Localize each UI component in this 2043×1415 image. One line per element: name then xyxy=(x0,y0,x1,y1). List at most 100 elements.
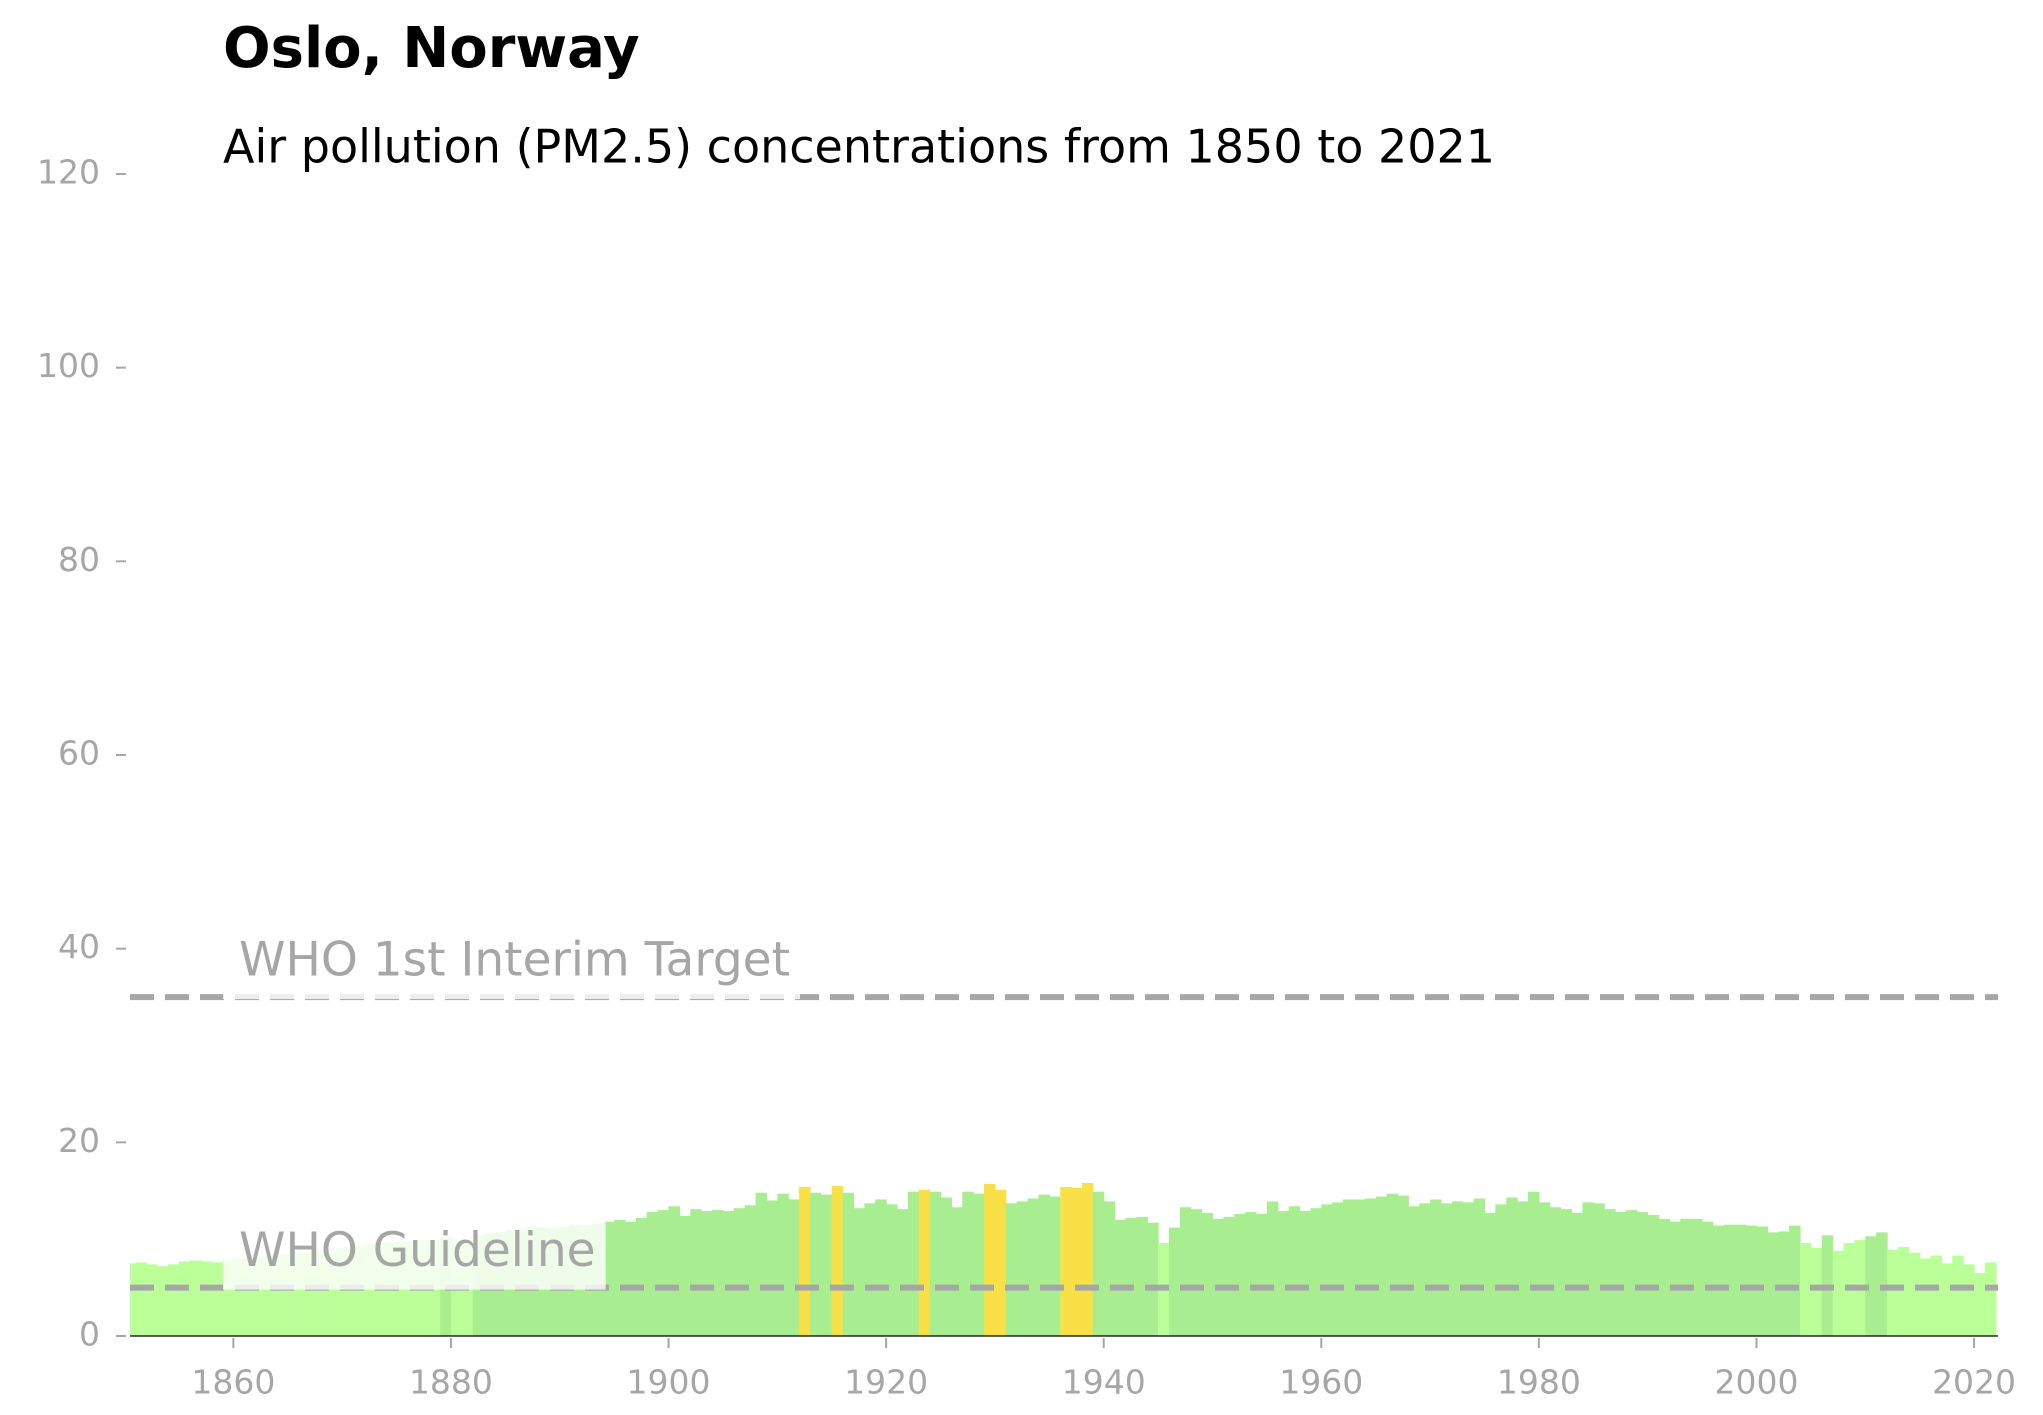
y-tick-label: 20 xyxy=(58,1121,100,1160)
bar xyxy=(255,1256,267,1336)
bar xyxy=(1963,1264,1975,1336)
x-tick-label: 1980 xyxy=(1497,1363,1581,1402)
x-tick-label: 1940 xyxy=(1062,1363,1146,1402)
x-tick-label: 1880 xyxy=(409,1363,493,1402)
bar xyxy=(766,1200,778,1336)
bar xyxy=(1528,1191,1540,1336)
bar xyxy=(984,1183,996,1336)
bar xyxy=(1103,1201,1116,1336)
bar xyxy=(298,1251,311,1336)
bar xyxy=(1125,1217,1137,1336)
bar xyxy=(1408,1206,1420,1336)
bar xyxy=(1723,1224,1736,1336)
bar xyxy=(1451,1201,1464,1336)
y-tick-label: 120 xyxy=(37,153,100,192)
bar xyxy=(994,1189,1007,1336)
bar xyxy=(962,1191,974,1336)
bar xyxy=(244,1258,256,1336)
bar xyxy=(1256,1213,1268,1336)
bar xyxy=(831,1185,844,1336)
bar xyxy=(1343,1199,1355,1336)
bar xyxy=(1081,1183,1094,1336)
bar xyxy=(178,1261,191,1336)
bar xyxy=(1364,1198,1377,1336)
bar xyxy=(1756,1226,1768,1336)
bar xyxy=(135,1262,147,1336)
bar xyxy=(668,1206,681,1336)
bar xyxy=(646,1212,659,1336)
bar xyxy=(1691,1218,1703,1336)
bar xyxy=(1702,1221,1714,1336)
bar xyxy=(788,1199,800,1336)
bar xyxy=(1060,1186,1072,1336)
bar xyxy=(1136,1216,1148,1336)
bar xyxy=(690,1209,702,1336)
bar xyxy=(1484,1213,1496,1336)
annotation-label: WHO 1st Interim Target xyxy=(239,933,790,988)
annotation-box xyxy=(223,1217,606,1290)
bar xyxy=(1593,1203,1605,1336)
y-tick-label: 80 xyxy=(58,540,100,579)
bar xyxy=(1071,1187,1083,1336)
bar xyxy=(1789,1225,1801,1336)
bar xyxy=(712,1210,724,1336)
x-tick-label: 1920 xyxy=(844,1363,928,1402)
x-tick-label: 1900 xyxy=(627,1363,711,1402)
bar xyxy=(200,1261,213,1336)
bar xyxy=(657,1210,670,1336)
x-tick-label: 2020 xyxy=(1932,1363,2016,1402)
bar xyxy=(1745,1225,1758,1336)
bar xyxy=(951,1207,963,1336)
bar xyxy=(1016,1201,1029,1336)
bar xyxy=(1038,1194,1050,1336)
bar xyxy=(1799,1243,1812,1336)
bar xyxy=(897,1209,909,1336)
bar xyxy=(1419,1203,1431,1336)
bar xyxy=(1952,1255,1964,1336)
bar xyxy=(1810,1247,1823,1336)
bar xyxy=(929,1191,942,1336)
bar xyxy=(1941,1263,1953,1336)
bar xyxy=(1005,1203,1018,1336)
bar xyxy=(1430,1199,1442,1336)
bar xyxy=(853,1208,865,1336)
bar xyxy=(614,1219,626,1336)
bar xyxy=(1245,1212,1257,1336)
bar xyxy=(331,1248,343,1336)
bar xyxy=(1201,1213,1214,1336)
bar xyxy=(211,1262,224,1336)
bar xyxy=(1473,1198,1486,1336)
y-tick-label: 40 xyxy=(58,927,100,966)
bar xyxy=(309,1250,321,1336)
bar xyxy=(809,1192,822,1336)
bar xyxy=(1266,1201,1279,1336)
bar xyxy=(1462,1202,1475,1336)
x-tick-label: 1960 xyxy=(1279,1363,1363,1402)
bar xyxy=(1712,1225,1725,1336)
bar xyxy=(1114,1219,1127,1336)
y-tick-label: 60 xyxy=(58,734,100,773)
bar xyxy=(1353,1199,1366,1336)
bar xyxy=(625,1221,637,1336)
bar xyxy=(168,1264,180,1336)
bar xyxy=(603,1221,615,1336)
bar xyxy=(1908,1252,1921,1336)
bar xyxy=(1538,1202,1551,1336)
bar xyxy=(918,1189,931,1336)
bar xyxy=(1179,1207,1192,1336)
annotation-box xyxy=(223,926,801,1000)
bar xyxy=(1321,1204,1333,1336)
bar xyxy=(733,1208,746,1336)
bar xyxy=(799,1186,811,1336)
bar xyxy=(1310,1208,1322,1336)
bar xyxy=(276,1253,289,1336)
bar xyxy=(886,1204,898,1336)
bar xyxy=(1092,1191,1105,1336)
bar xyxy=(907,1191,920,1336)
bar xyxy=(1974,1273,1986,1336)
bar xyxy=(1658,1218,1671,1336)
bar xyxy=(1386,1193,1399,1336)
bar xyxy=(722,1211,735,1336)
bar xyxy=(1049,1196,1061,1336)
